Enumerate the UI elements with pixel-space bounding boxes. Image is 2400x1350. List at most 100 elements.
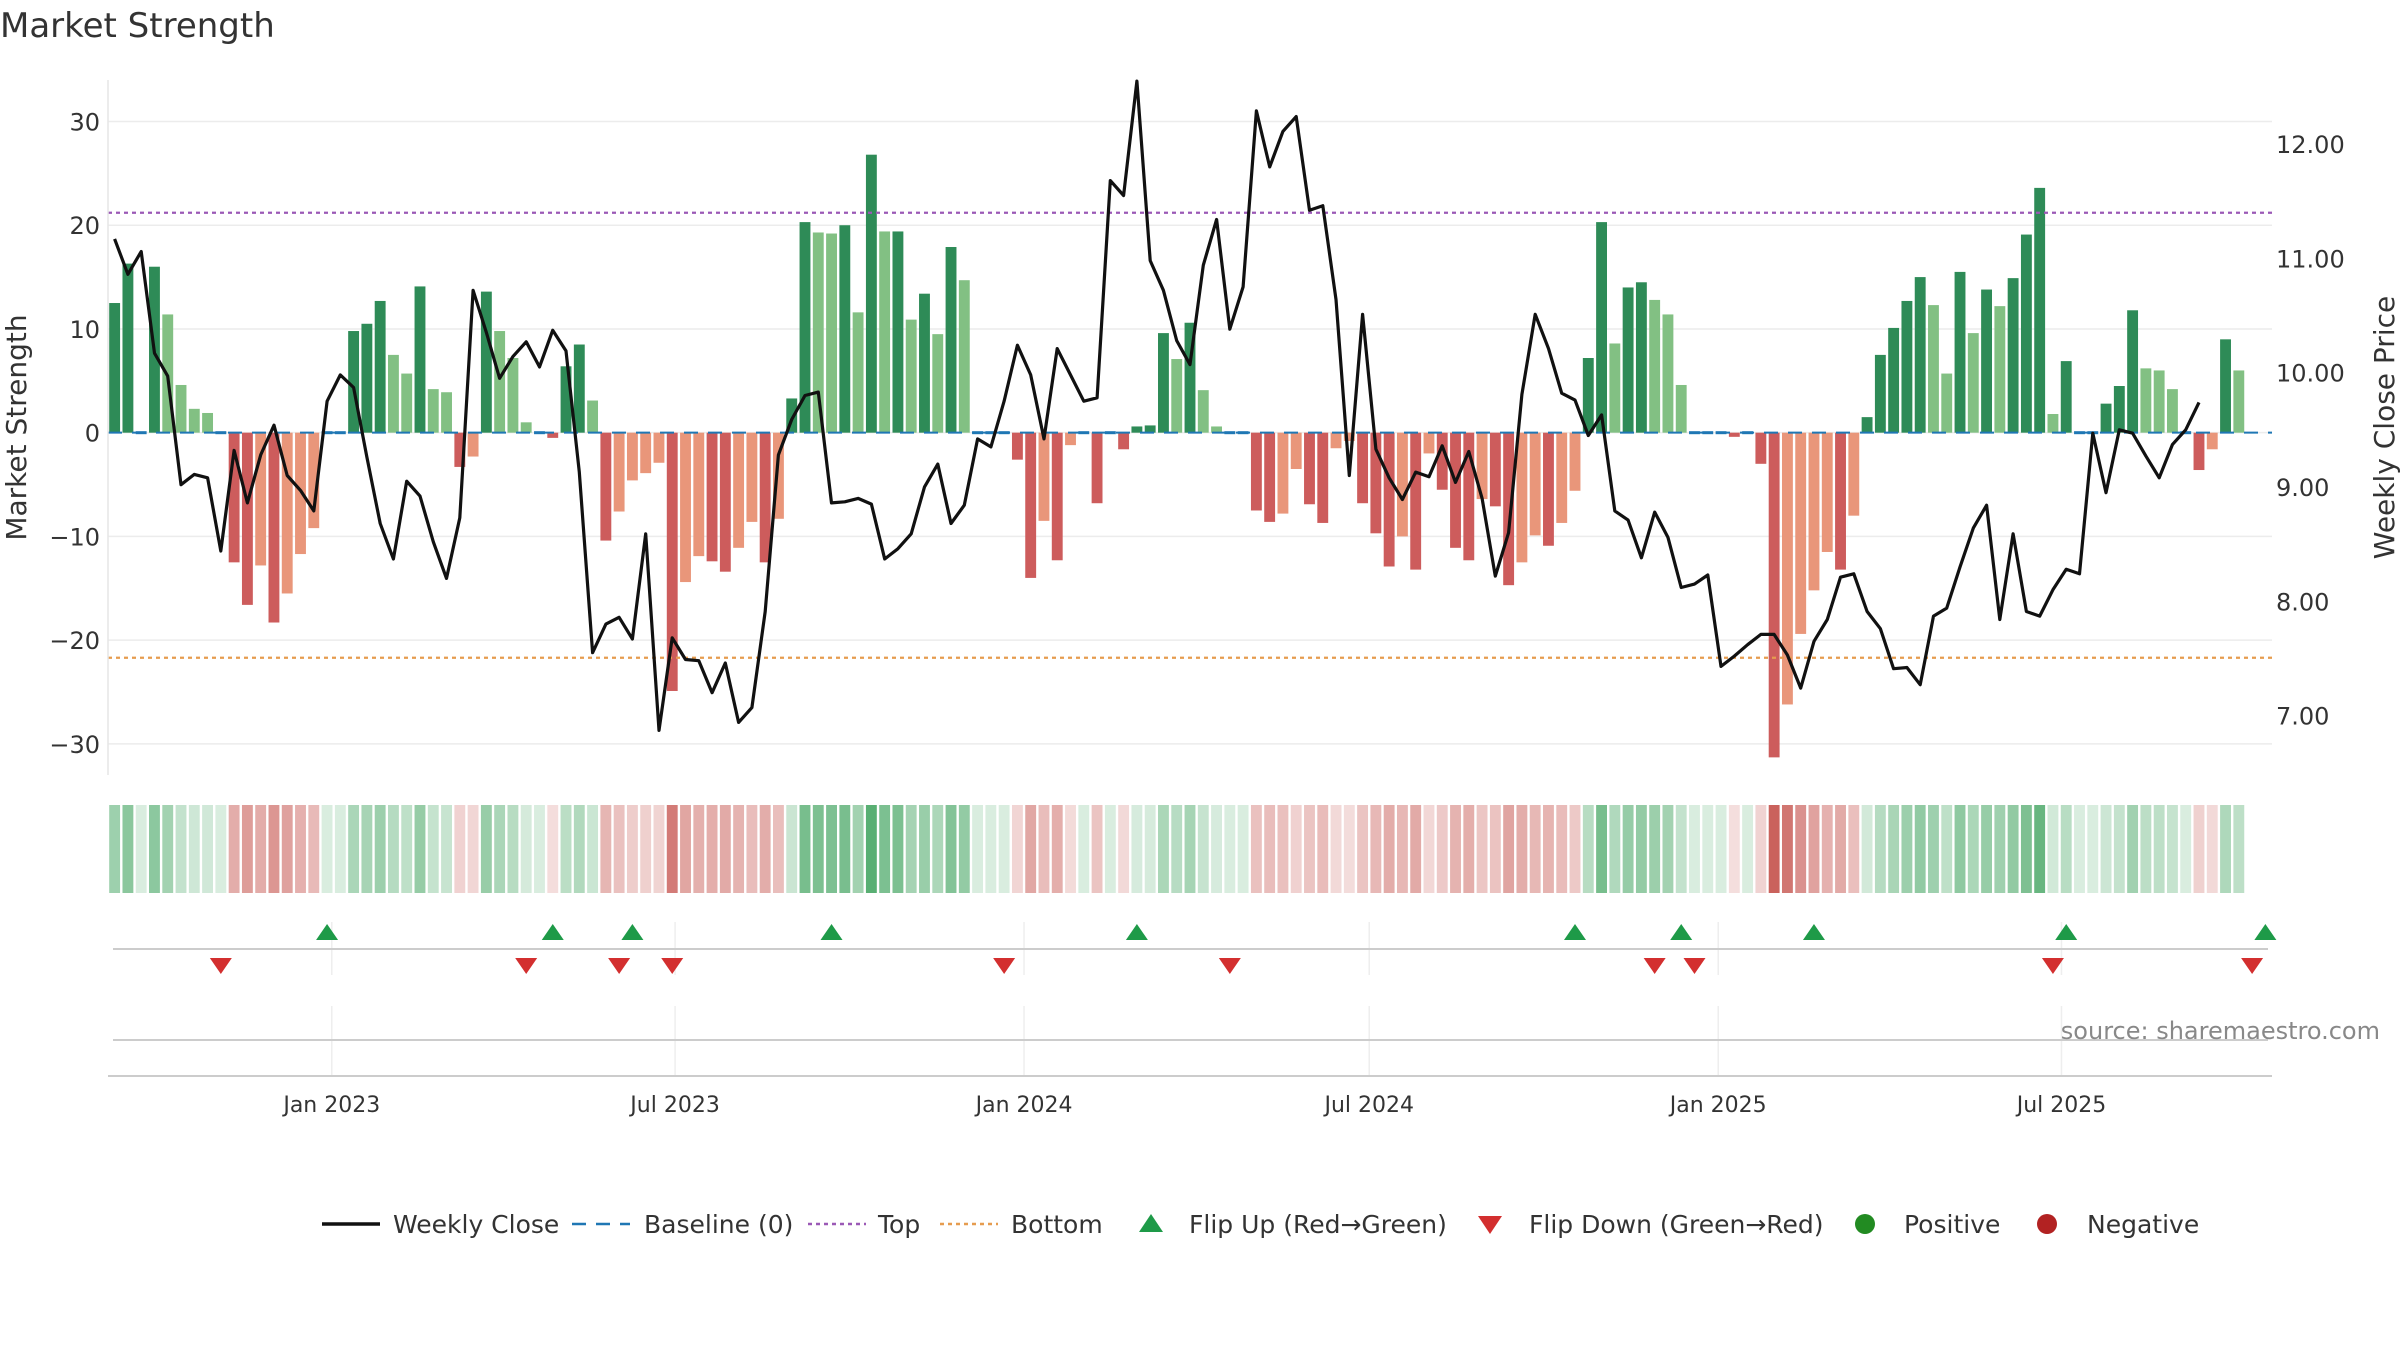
heat-cell bbox=[1556, 805, 1568, 893]
strength-bar bbox=[1197, 390, 1209, 433]
y2-tick-label: 8.00 bbox=[2276, 588, 2329, 616]
strength-bar bbox=[2060, 361, 2072, 433]
heat-cell bbox=[2060, 805, 2072, 893]
strength-bar bbox=[1131, 426, 1143, 433]
strength-bar bbox=[600, 432, 612, 541]
y2-tick-label: 11.00 bbox=[2276, 245, 2345, 273]
strength-bar bbox=[1516, 432, 1528, 563]
strength-bar bbox=[547, 432, 559, 438]
heat-cell bbox=[733, 805, 745, 893]
strength-bar bbox=[188, 408, 200, 433]
heat-cell bbox=[1436, 805, 1448, 893]
strength-bar bbox=[1861, 417, 1873, 433]
heat-cell bbox=[919, 805, 930, 893]
strength-bar bbox=[919, 293, 930, 433]
strength-bar bbox=[1503, 432, 1515, 586]
y-tick-label: 0 bbox=[85, 420, 100, 448]
strength-bar bbox=[1051, 432, 1063, 561]
heat-cell bbox=[2180, 805, 2192, 893]
legend-label: Positive bbox=[1904, 1210, 2000, 1239]
heat-cell bbox=[1423, 805, 1435, 893]
heat-cell bbox=[613, 805, 625, 893]
heat-cell bbox=[2233, 805, 2245, 893]
legend-item-flip-down: Flip Down (Green→Red) bbox=[1478, 1210, 1824, 1239]
strength-bar bbox=[1914, 277, 1926, 433]
strength-bar bbox=[1304, 432, 1315, 505]
heat-cell bbox=[1622, 805, 1634, 893]
strength-bar bbox=[746, 432, 758, 522]
heat-cell bbox=[1702, 805, 1714, 893]
strength-bar bbox=[1184, 322, 1196, 433]
heat-cell bbox=[215, 805, 227, 893]
heat-cell bbox=[1529, 805, 1541, 893]
x-tick-label: Jul 2024 bbox=[1322, 1093, 1414, 1118]
strength-bar bbox=[268, 432, 280, 623]
heat-cell bbox=[587, 805, 599, 893]
heat-cell bbox=[175, 805, 187, 893]
heat-cell bbox=[1649, 805, 1661, 893]
heat-cell bbox=[1928, 805, 1939, 893]
y-tick-label: 10 bbox=[69, 316, 100, 344]
chart-title: Market Strength bbox=[0, 6, 275, 46]
strength-bar bbox=[534, 431, 545, 435]
axes: −30 −20 −10 0 10 20 30 7.00 8.00 9.00 10.00 11.00 12… bbox=[0, 80, 2400, 1118]
heat-cell bbox=[1277, 805, 1289, 893]
heat-cell bbox=[1994, 805, 2006, 893]
legend: Weekly Close Baseline (0) Top Bottom Flip Up… bbox=[322, 1210, 2199, 1239]
heat-cell bbox=[719, 805, 731, 893]
heat-cell bbox=[135, 805, 147, 893]
heat-cell bbox=[2047, 805, 2059, 893]
strength-bar bbox=[2047, 414, 2059, 433]
heat-cell bbox=[109, 805, 121, 893]
y-tick-label: 20 bbox=[69, 212, 100, 240]
heat-cell bbox=[1396, 805, 1408, 893]
strength-bar bbox=[454, 432, 466, 467]
heat-cell bbox=[1715, 805, 1727, 893]
strength-bar bbox=[1543, 432, 1554, 546]
heat-cell bbox=[1224, 805, 1236, 893]
strength-bar bbox=[122, 263, 134, 433]
strength-bar bbox=[334, 431, 346, 435]
legend-swatch bbox=[1478, 1216, 1502, 1234]
heat-cell bbox=[640, 805, 652, 893]
heat-cell bbox=[1848, 805, 1860, 893]
strength-bar bbox=[1091, 432, 1103, 504]
heat-cell bbox=[998, 805, 1010, 893]
strength-bar bbox=[494, 331, 506, 433]
heat-cell bbox=[1370, 805, 1382, 893]
y2-tick-label: 9.00 bbox=[2276, 474, 2329, 502]
strength-bar bbox=[719, 432, 731, 572]
heat-cell bbox=[812, 805, 824, 893]
heat-cell bbox=[1543, 805, 1554, 893]
strength-bar bbox=[1994, 306, 2006, 433]
heat-cell bbox=[1357, 805, 1369, 893]
flip-up-marker bbox=[2055, 924, 2078, 940]
legend-item-bottom: Bottom bbox=[940, 1210, 1103, 1239]
strength-bar bbox=[1330, 432, 1342, 449]
heat-cell bbox=[427, 805, 439, 893]
heat-cell bbox=[1489, 805, 1501, 893]
heat-cell bbox=[1304, 805, 1315, 893]
reference-lines bbox=[108, 211, 2272, 659]
strength-bar bbox=[1795, 432, 1807, 634]
strength-bar bbox=[480, 291, 492, 433]
heat-cell bbox=[534, 805, 545, 893]
x-tick-label: Jul 2023 bbox=[628, 1093, 720, 1118]
heat-cell bbox=[1503, 805, 1515, 893]
heat-cell bbox=[281, 805, 293, 893]
strength-bar bbox=[1118, 432, 1130, 450]
strength-bar bbox=[1781, 432, 1793, 705]
heat-cell bbox=[2193, 805, 2205, 893]
strength-bar bbox=[2100, 403, 2112, 433]
strength-bar bbox=[1065, 432, 1076, 446]
strength-bar bbox=[945, 247, 957, 433]
strength-bar bbox=[1211, 426, 1222, 433]
heat-cell bbox=[1078, 805, 1090, 893]
strength-bar bbox=[2113, 386, 2125, 433]
source-label: source: sharemaestro.com bbox=[2061, 1017, 2380, 1045]
heat-cell bbox=[1596, 805, 1607, 893]
weekly-close-series bbox=[113, 79, 2201, 733]
heat-cell bbox=[1264, 805, 1276, 893]
strength-bar bbox=[573, 344, 585, 433]
strength-bar bbox=[1396, 432, 1408, 537]
